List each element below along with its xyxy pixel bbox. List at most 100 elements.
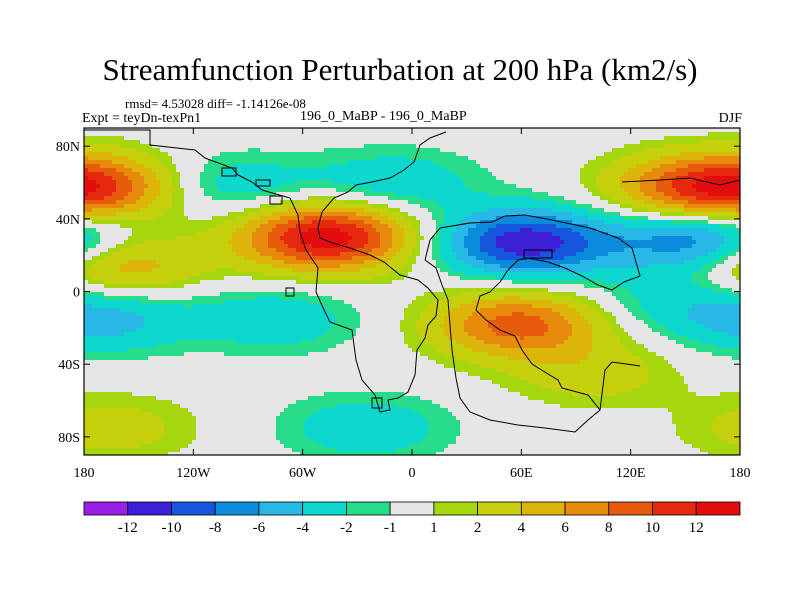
field-cell (320, 180, 325, 185)
field-cell (640, 180, 645, 185)
field-cell (92, 220, 97, 225)
field-cell (552, 172, 557, 177)
field-cell (260, 244, 265, 249)
field-cell (308, 188, 313, 193)
field-cell (240, 192, 245, 197)
field-cell (324, 152, 329, 157)
field-cell (272, 184, 277, 189)
field-cell (640, 192, 645, 197)
field-cell (84, 180, 89, 185)
field-cell (360, 164, 365, 169)
field-cell (172, 192, 177, 197)
field-cell (600, 204, 605, 209)
field-cell (84, 224, 89, 229)
field-cell (256, 224, 261, 229)
field-cell (448, 204, 453, 209)
field-cell (328, 176, 333, 181)
field-cell (584, 128, 589, 133)
field-cell (216, 232, 221, 237)
field-cell (408, 232, 413, 237)
field-cell (396, 176, 401, 181)
field-cell (512, 136, 517, 141)
field-cell (228, 132, 233, 137)
field-cell (180, 220, 185, 225)
field-cell (224, 160, 229, 165)
field-cell (180, 132, 185, 137)
field-cell (180, 180, 185, 185)
field-cell (652, 140, 657, 145)
field-cell (492, 216, 497, 221)
field-cell (468, 232, 473, 237)
field-cell (416, 212, 421, 217)
field-cell (100, 144, 105, 149)
field-cell (128, 176, 133, 181)
field-cell (736, 240, 740, 245)
field-cell (472, 204, 477, 209)
field-cell (392, 164, 397, 169)
field-cell (572, 188, 577, 193)
field-cell (384, 192, 389, 197)
case-label: 196_0_MaBP - 196_0_MaBP (300, 109, 467, 124)
field-cell (320, 192, 325, 197)
field-cell (664, 180, 669, 185)
field-cell (728, 220, 733, 225)
field-cell (532, 128, 537, 133)
field-cell (716, 216, 721, 221)
field-cell (480, 160, 485, 165)
field-cell (376, 244, 381, 249)
field-cell (616, 192, 621, 197)
field-cell (256, 204, 261, 209)
field-cell (720, 156, 725, 161)
field-cell (560, 164, 565, 169)
field-cell (316, 200, 321, 205)
field-cell (336, 152, 341, 157)
field-cell (388, 204, 393, 209)
field-cell (664, 156, 669, 161)
field-cell (276, 188, 281, 193)
field-cell (204, 248, 209, 253)
field-cell (620, 236, 625, 241)
field-cell (604, 204, 609, 209)
field-cell (568, 240, 573, 245)
field-cell (448, 164, 453, 169)
field-cell (464, 184, 469, 189)
field-cell (236, 240, 241, 245)
field-cell (632, 204, 637, 209)
field-cell (208, 208, 213, 213)
field-cell (668, 176, 673, 181)
field-cell (272, 168, 277, 173)
field-cell (272, 164, 277, 169)
field-cell (328, 128, 333, 133)
field-cell (292, 212, 297, 217)
field-cell (256, 200, 261, 205)
field-cell (272, 132, 277, 137)
field-cell (140, 212, 145, 217)
field-cell (432, 172, 437, 177)
field-cell (320, 128, 325, 133)
field-cell (336, 200, 341, 205)
field-cell (200, 204, 205, 209)
field-cell (428, 200, 433, 205)
field-cell (348, 216, 353, 221)
field-cell (568, 140, 573, 145)
field-cell (336, 184, 341, 189)
field-cell (700, 160, 705, 165)
field-cell (388, 224, 393, 229)
field-cell (192, 176, 197, 181)
field-cell (708, 220, 713, 225)
field-cell (256, 220, 261, 225)
field-cell (356, 148, 361, 153)
field-cell (464, 188, 469, 193)
field-cell (424, 224, 429, 229)
field-cell (268, 240, 273, 245)
field-cell (500, 228, 505, 233)
field-cell (84, 176, 89, 181)
field-cell (268, 164, 273, 169)
field-cell (84, 244, 89, 249)
field-cell (448, 172, 453, 177)
field-cell (124, 200, 129, 205)
field-cell (372, 200, 377, 205)
field-cell (224, 196, 229, 201)
field-cell (704, 140, 709, 145)
field-cell (672, 236, 677, 241)
